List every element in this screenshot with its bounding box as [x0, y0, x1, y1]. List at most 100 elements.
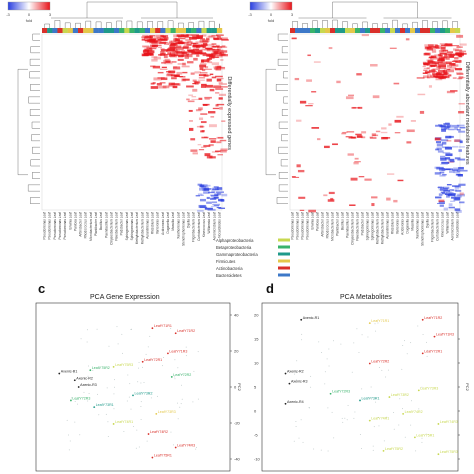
heatmap-a-cell: [182, 62, 187, 66]
heatmap-a-row-dendro-branch: [30, 159, 40, 167]
heatmap-a-cell: [183, 43, 187, 46]
heatmap-a-col-dendro-branch: [54, 20, 61, 28]
heatmap-a-cell: [218, 97, 223, 100]
heatmap-a-cell: [216, 78, 222, 82]
heatmap-a-column-label: Rhodococcus Leaf: [84, 212, 88, 239]
pca-d-sample-point: [368, 419, 371, 422]
taxa-legend-swatch: [278, 266, 290, 270]
heatmap-a-cell: [200, 186, 207, 188]
pca-d-feature-point: [308, 407, 310, 409]
taxa-legend-label: Bacteroidetes: [216, 273, 242, 278]
heatmap-a-cell: [197, 183, 203, 186]
heatmap-a-row-dendro-branch: [32, 33, 40, 41]
heatmap-a-col-dendro-branch: [147, 21, 153, 28]
heatmap-a-taxa-cell: [150, 28, 156, 33]
heatmap-b-column-label: Bacillus Leaf: [341, 212, 345, 230]
heatmap-b-cell: [438, 124, 443, 126]
heatmap-b-cell: [449, 160, 455, 163]
heatmap-a-cell: [217, 48, 221, 51]
heatmap-b-cell: [346, 131, 355, 133]
heatmap-a-cell: [217, 137, 224, 139]
heatmap-a-cell: [173, 37, 177, 40]
heatmap-a-taxa-cell: [180, 28, 187, 33]
pca-d-feature-point: [333, 437, 335, 439]
heatmap-b-col-dendro-branch: [372, 23, 378, 28]
heatmap-a-cell: [209, 56, 215, 59]
pca-c-feature-point: [197, 398, 199, 400]
pca-d-feature-point: [372, 449, 374, 451]
pca-c-y-tick-label: -40: [234, 457, 241, 462]
heatmap-a-cell: [146, 35, 152, 38]
pca-c-sample-point: [170, 376, 173, 378]
heatmap-a-cell: [216, 55, 223, 58]
heatmap-a-column-label: Pedobacter Leaf: [120, 212, 124, 236]
heatmap-b-cell: [443, 123, 450, 125]
heatmap-b-column-label: Frigoribacterium Leaf: [431, 212, 435, 242]
heatmap-b-taxa-cell: [290, 28, 296, 33]
heatmap-b-cell: [371, 133, 377, 137]
heatmap-a-cell: [220, 59, 224, 61]
heatmap-a-cell: [214, 50, 218, 54]
heatmap-a-cell: [213, 37, 220, 40]
heatmap-a-cell: [154, 41, 160, 44]
heatmap-b-cell: [449, 67, 457, 69]
heatmap-b-column-label: Sphingomonas Leaf: [366, 212, 370, 240]
heatmap-a-cell: [191, 98, 199, 101]
pca-d-sample-label: LeafY74R1: [371, 417, 389, 421]
pca-d-sample-label: LeafY75R1: [416, 433, 434, 437]
heatmap-b-taxa-cell: [330, 28, 336, 33]
heatmap-a-taxa-cell: [160, 28, 166, 33]
heatmap-b-cell: [449, 55, 455, 58]
heatmap-a-cell: [191, 36, 200, 40]
heatmap-b-row-dendro-branch: [278, 146, 288, 154]
heatmap-a-cell: [209, 138, 217, 140]
heatmap-a-taxa-cell: [175, 28, 182, 33]
heatmap-a-cell: [210, 205, 219, 208]
pca-c-feature-point: [177, 367, 179, 369]
heatmap-b-cell: [388, 123, 392, 126]
heatmap-a-row-dendro-branch: [30, 84, 40, 91]
heatmap-b-cell: [446, 139, 452, 142]
heatmap-a-cell: [175, 47, 184, 51]
heatmap-a-cell: [187, 41, 193, 44]
pca-c-feature-point: [143, 381, 145, 383]
pca-d-feature-point: [367, 336, 369, 338]
heatmap-b-taxa-cell: [425, 28, 431, 33]
heatmap-a-cell: [169, 47, 177, 49]
pca-d-feature-point: [361, 388, 363, 390]
heatmap-b-cell: [441, 44, 446, 47]
pca-c-y-tick-label: -20: [234, 421, 241, 426]
pca-d-feature-point: [295, 371, 297, 373]
heatmap-b-cell: [311, 91, 317, 93]
pca-c-feature-point: [107, 436, 109, 438]
pca-c-feature-point: [116, 326, 118, 328]
heatmap-b-cell: [311, 127, 320, 129]
heatmap-a-row-dendro-branch: [27, 184, 40, 192]
heatmap-a-cell: [206, 201, 212, 204]
pca-c-sample-point: [132, 394, 134, 397]
heatmap-b-column-label: Flavobacterium Leaf: [356, 212, 360, 241]
heatmap-a-cell: [187, 49, 195, 52]
heatmap-b-cell: [342, 132, 346, 135]
heatmap-a-cell: [211, 34, 219, 37]
heatmap-a-cell: [176, 52, 185, 55]
heatmap-b-cell: [456, 174, 463, 176]
pca-d: 20 15 10 5 0 -5 -10 PC2 Axenic-R1 Axenic-R2 Axenic…: [254, 302, 470, 472]
heatmap-a-cell: [160, 53, 164, 56]
heatmap-a-row-dendro-branch: [32, 146, 40, 154]
heatmap-b-cell: [436, 45, 442, 47]
heatmap-a-cell: [210, 116, 215, 118]
heatmap-a-taxa-cell: [170, 28, 176, 33]
heatmap-a-cell: [200, 86, 206, 88]
pca-c-feature-point: [181, 398, 183, 400]
heatmap-b-cell: [372, 134, 379, 137]
heatmap-a-column-label: Aurantimonas Leaf: [145, 212, 149, 239]
heatmap-b-col-dendro-branch: [362, 21, 368, 28]
heatmap-a-cell: [143, 46, 151, 48]
pca-metabolites-title: PCA Metabolites: [340, 294, 392, 301]
heatmap-b-cell: [434, 62, 440, 65]
pca-d-feature-point: [421, 437, 423, 439]
heatmap-b-cell: [375, 130, 381, 133]
heatmap-b-cell: [441, 75, 447, 78]
heatmap-a-column-label: Kineococcus Leaf: [202, 212, 206, 237]
